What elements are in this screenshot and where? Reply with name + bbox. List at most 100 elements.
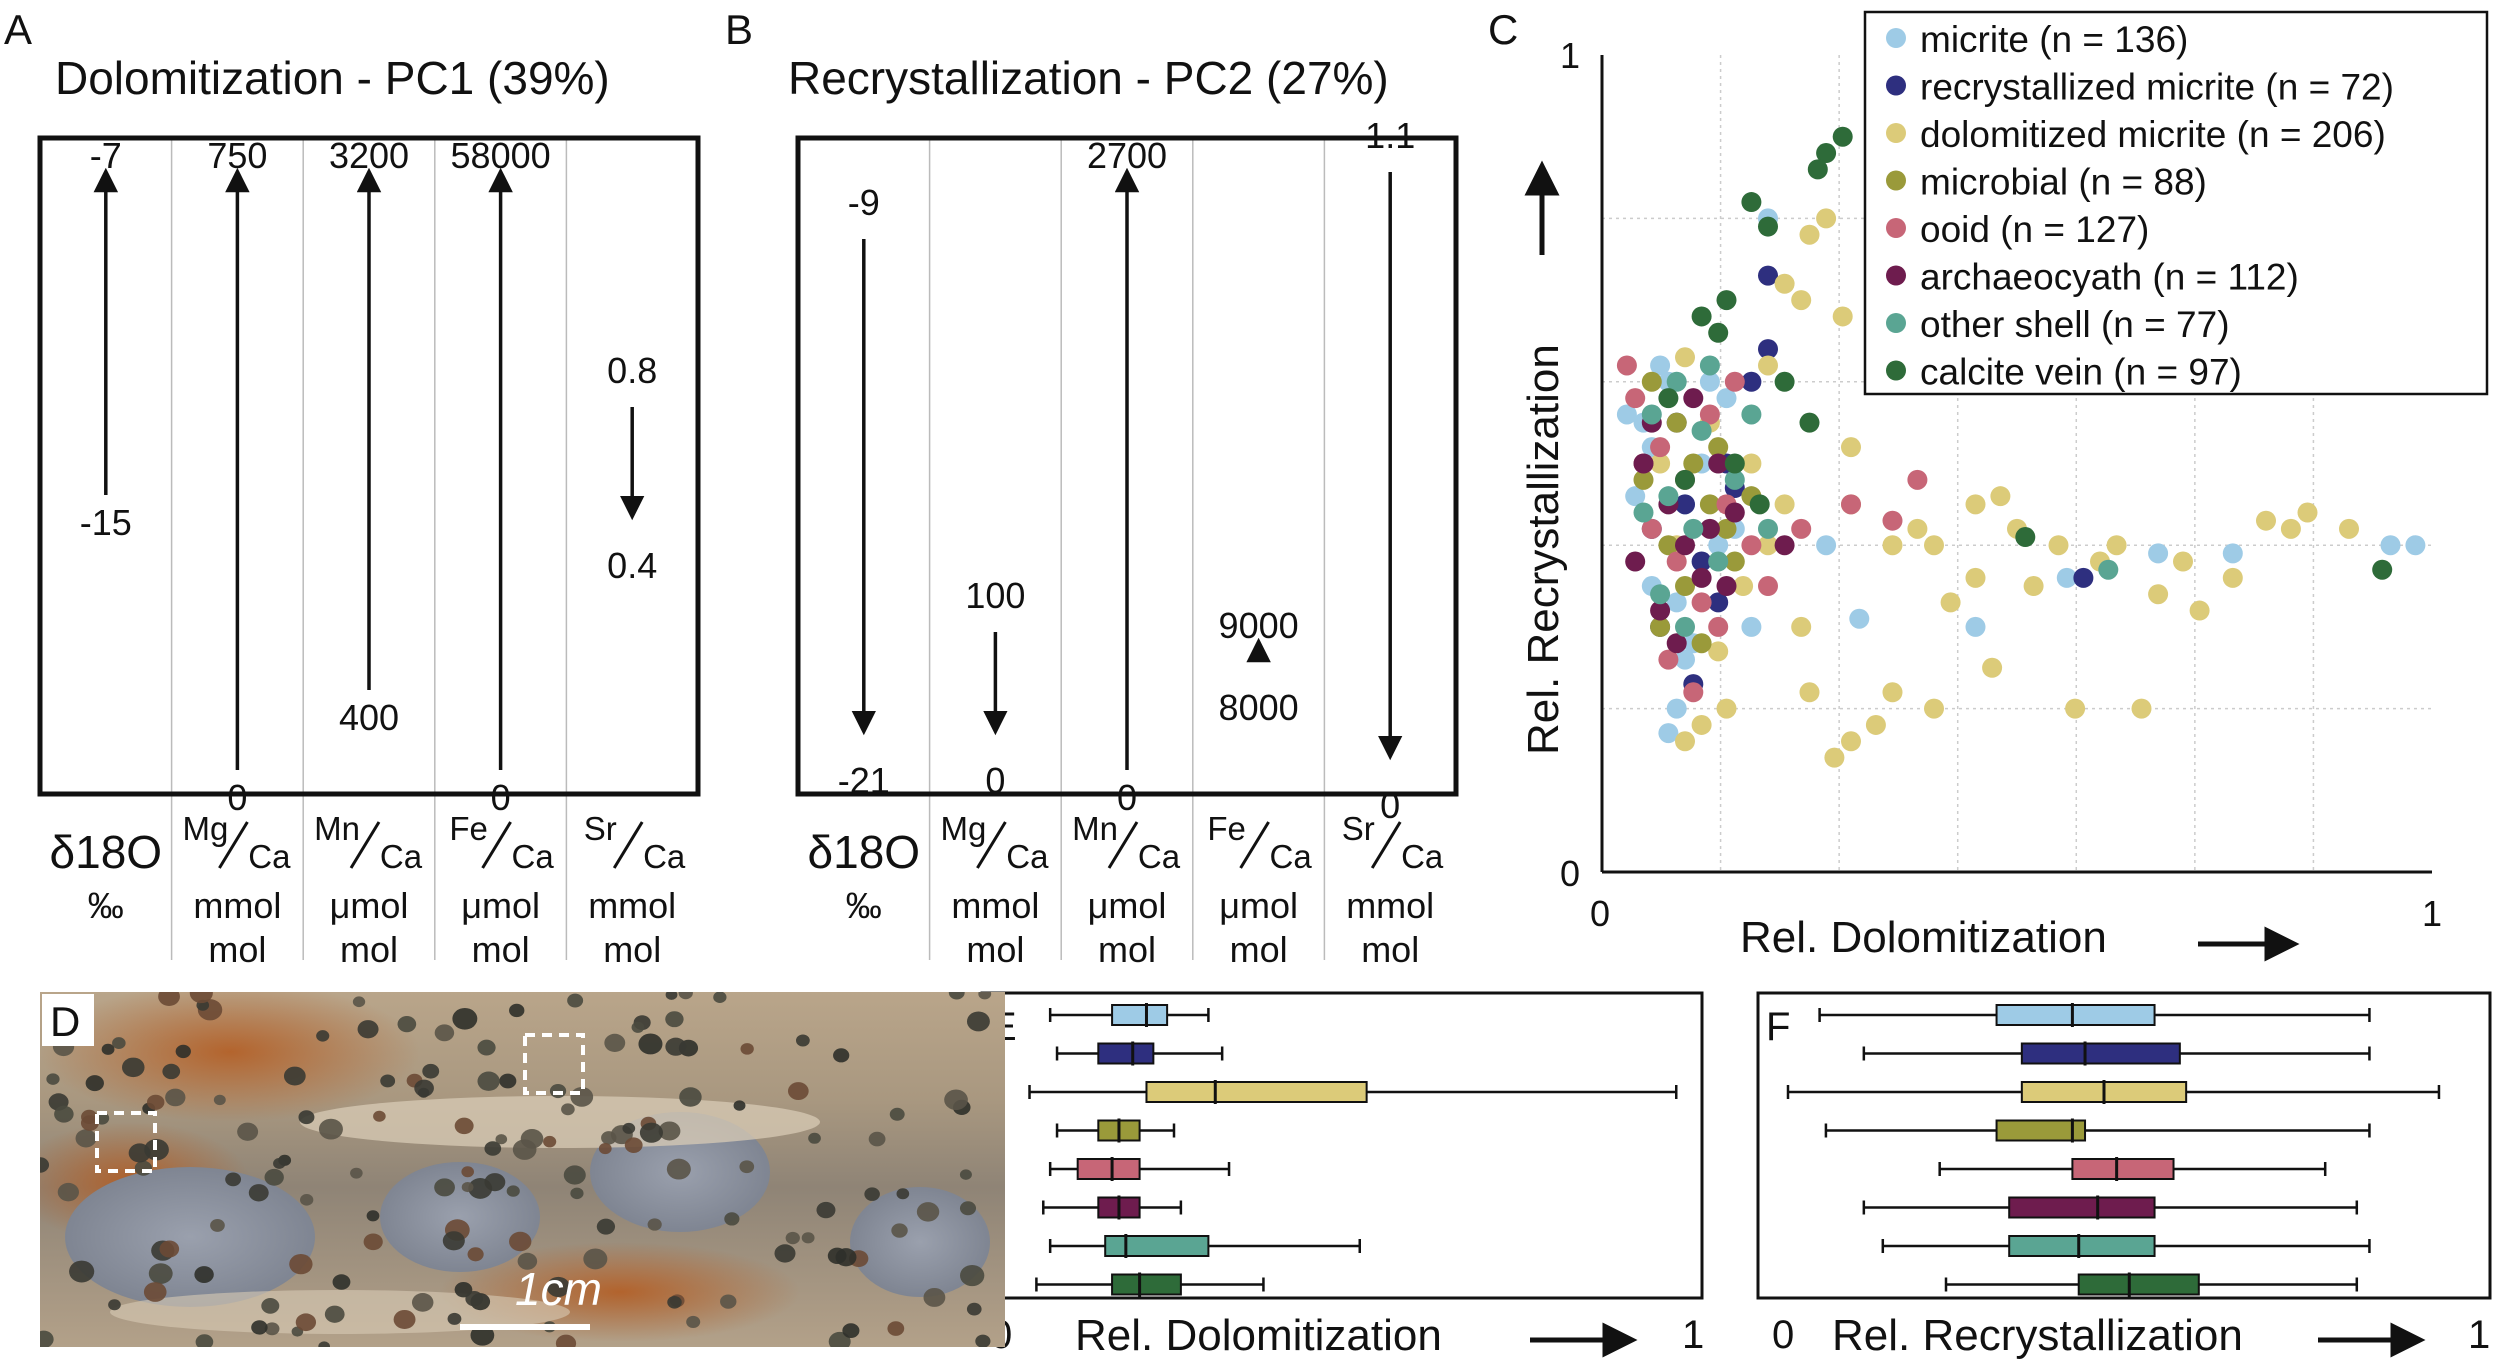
panel-f-box-micrite bbox=[1995, 1004, 2156, 1026]
panel-a-columns: -15-7δ18O‰0750MgCammolmol4003200MnCaμmol… bbox=[50, 135, 686, 970]
ooid-grain bbox=[740, 1043, 754, 1055]
scatter-point-calcite-vein bbox=[1749, 494, 1770, 515]
ooid-grain bbox=[350, 1167, 363, 1179]
panel-a-column-unit-den: mol bbox=[603, 929, 661, 970]
scatter-point-ooid bbox=[1616, 355, 1637, 376]
scatter-point-dolomitized-micrite bbox=[1882, 535, 1903, 556]
ooid-grain bbox=[434, 1024, 455, 1042]
scatter-point-micrite bbox=[1699, 371, 1720, 392]
ooid-grain bbox=[300, 1194, 314, 1206]
ooid-grain bbox=[887, 1321, 905, 1336]
panel-d-letter-box bbox=[42, 994, 94, 1046]
panel-f-x-tick-min: 0 bbox=[1772, 1313, 1794, 1357]
scatter-point-other-shell bbox=[1658, 486, 1679, 507]
ooid-grain bbox=[665, 1011, 684, 1028]
scatter-point-microbial bbox=[1683, 453, 1704, 474]
scatter-point-dolomitized-micrite bbox=[2297, 502, 2318, 523]
panel-e-box-recrystallized-micrite bbox=[1097, 1042, 1155, 1065]
panel-a-column-label-slash bbox=[612, 821, 644, 869]
panel-c-ylabel: Rel. Recrystallization bbox=[1519, 344, 1568, 755]
ooid-grain bbox=[713, 992, 727, 1003]
panel-a-letter: A bbox=[4, 6, 32, 53]
ooid-grain bbox=[298, 1110, 315, 1125]
scatter-point-dolomitized-micrite bbox=[1882, 682, 1903, 703]
scatter-point-other-shell bbox=[1741, 404, 1762, 425]
panel-c-y-tick-min: 0 bbox=[1560, 853, 1580, 894]
scatter-point-micrite bbox=[1708, 535, 1729, 556]
ooid-grain bbox=[679, 1087, 702, 1107]
scatter-point-calcite-vein bbox=[2015, 527, 2036, 548]
ooid-grain bbox=[864, 1187, 880, 1201]
ooid-grain bbox=[101, 1043, 115, 1055]
ooid-grain bbox=[237, 1122, 259, 1141]
scatter-point-dolomitized-micrite bbox=[1675, 347, 1695, 368]
panel-a-column-label-den: Ca bbox=[512, 838, 555, 875]
panel-c-letter: C bbox=[1488, 6, 1518, 53]
ooid-grain bbox=[561, 1103, 575, 1116]
panel-c-xlabel: Rel. Dolomitization bbox=[1740, 913, 2107, 962]
scatter-point-micrite bbox=[1650, 355, 1671, 376]
ooid-grain bbox=[318, 1341, 331, 1347]
panel-f-box-calcite-vein bbox=[2077, 1273, 2200, 1296]
ooid-grain bbox=[477, 1071, 500, 1091]
ooid-grain bbox=[112, 1037, 126, 1049]
ooid-grain bbox=[944, 1089, 968, 1111]
ooid-grain bbox=[467, 1247, 484, 1262]
ooid-grain bbox=[273, 1158, 286, 1169]
ooid-grain bbox=[393, 1309, 416, 1329]
ooid-grain bbox=[248, 1184, 269, 1202]
panel-a-column-unit: mmol bbox=[193, 885, 281, 926]
scatter-point-dolomitized-micrite bbox=[1675, 731, 1695, 752]
ooid-grain bbox=[978, 992, 992, 1000]
ooid-grain bbox=[639, 1122, 663, 1143]
panel-a-frame bbox=[37, 135, 701, 797]
scatter-point-microbial bbox=[1641, 371, 1662, 392]
ooid-grain bbox=[40, 1330, 54, 1347]
ooid-grain bbox=[622, 1122, 636, 1134]
legend-label: micrite (n = 136) bbox=[1920, 19, 2188, 60]
ooid-grain bbox=[506, 1185, 520, 1197]
scatter-point-dolomitized-micrite bbox=[1774, 494, 1795, 515]
ooid-grain bbox=[624, 1137, 643, 1153]
ooid-grain bbox=[833, 1048, 850, 1063]
ooid-grain bbox=[774, 1244, 796, 1263]
scatter-point-dolomitized-micrite bbox=[2131, 698, 2152, 719]
scatter-point-dolomitized-micrite bbox=[1758, 535, 1778, 556]
panel-c-points bbox=[1616, 126, 2426, 768]
ooid-grain bbox=[570, 1087, 594, 1107]
panel-a-column-unit: μmol bbox=[330, 885, 409, 926]
ooid-grain bbox=[583, 1248, 608, 1270]
ooid-grain bbox=[210, 1219, 225, 1232]
panel-a-column-label-num: Fe bbox=[449, 810, 488, 847]
ooid-grain bbox=[960, 1264, 985, 1287]
scatter-point-dolomitized-micrite bbox=[1716, 698, 1737, 719]
ooid-grain bbox=[146, 1094, 165, 1110]
scatter-point-ooid bbox=[1650, 437, 1671, 458]
scatter-point-ooid bbox=[1708, 616, 1729, 637]
scatter-point-dolomitized-micrite bbox=[1924, 535, 1944, 556]
scatter-point-recrystallized-micrite bbox=[1691, 551, 1712, 572]
scatter-point-ooid bbox=[1641, 518, 1662, 539]
panel-f-box-recrystallized-micrite bbox=[2020, 1042, 2181, 1065]
ooid-grain bbox=[816, 1201, 836, 1219]
panel-a-value-from: 0 bbox=[227, 777, 247, 818]
scatter-point-archaeocyath bbox=[1774, 535, 1795, 556]
scatter-point-dolomitized-micrite bbox=[2048, 535, 2069, 556]
panel-e-box-ooid bbox=[1076, 1158, 1141, 1180]
panel-e-box-dolomitized-micrite bbox=[1145, 1081, 1368, 1103]
ooid-grain bbox=[520, 1129, 544, 1149]
panel-e-box-other-shell bbox=[1104, 1235, 1210, 1257]
panel-b-columns: -9-21δ18O‰1000MgCammolmol02700MnCaμmolmo… bbox=[808, 115, 1444, 970]
panel-b-value-to: 0 bbox=[1380, 785, 1400, 826]
scatter-point-dolomitized-micrite bbox=[1841, 437, 1861, 458]
panel-f-boxes bbox=[1786, 1003, 2441, 1297]
panel-a: A Dolomitization - PC1 (39%) -15 -7 δ18O ‰ 0… bbox=[4, 6, 701, 970]
ooid-grain bbox=[143, 1282, 167, 1302]
scatter-point-micrite bbox=[1675, 649, 1695, 670]
ooid-grain bbox=[484, 1141, 502, 1156]
ooid-grain bbox=[948, 992, 965, 1000]
scatter-point-archaeocyath bbox=[1708, 453, 1729, 474]
scatter-point-micrite bbox=[1666, 698, 1687, 719]
scatter-point-micrite bbox=[1816, 535, 1837, 556]
